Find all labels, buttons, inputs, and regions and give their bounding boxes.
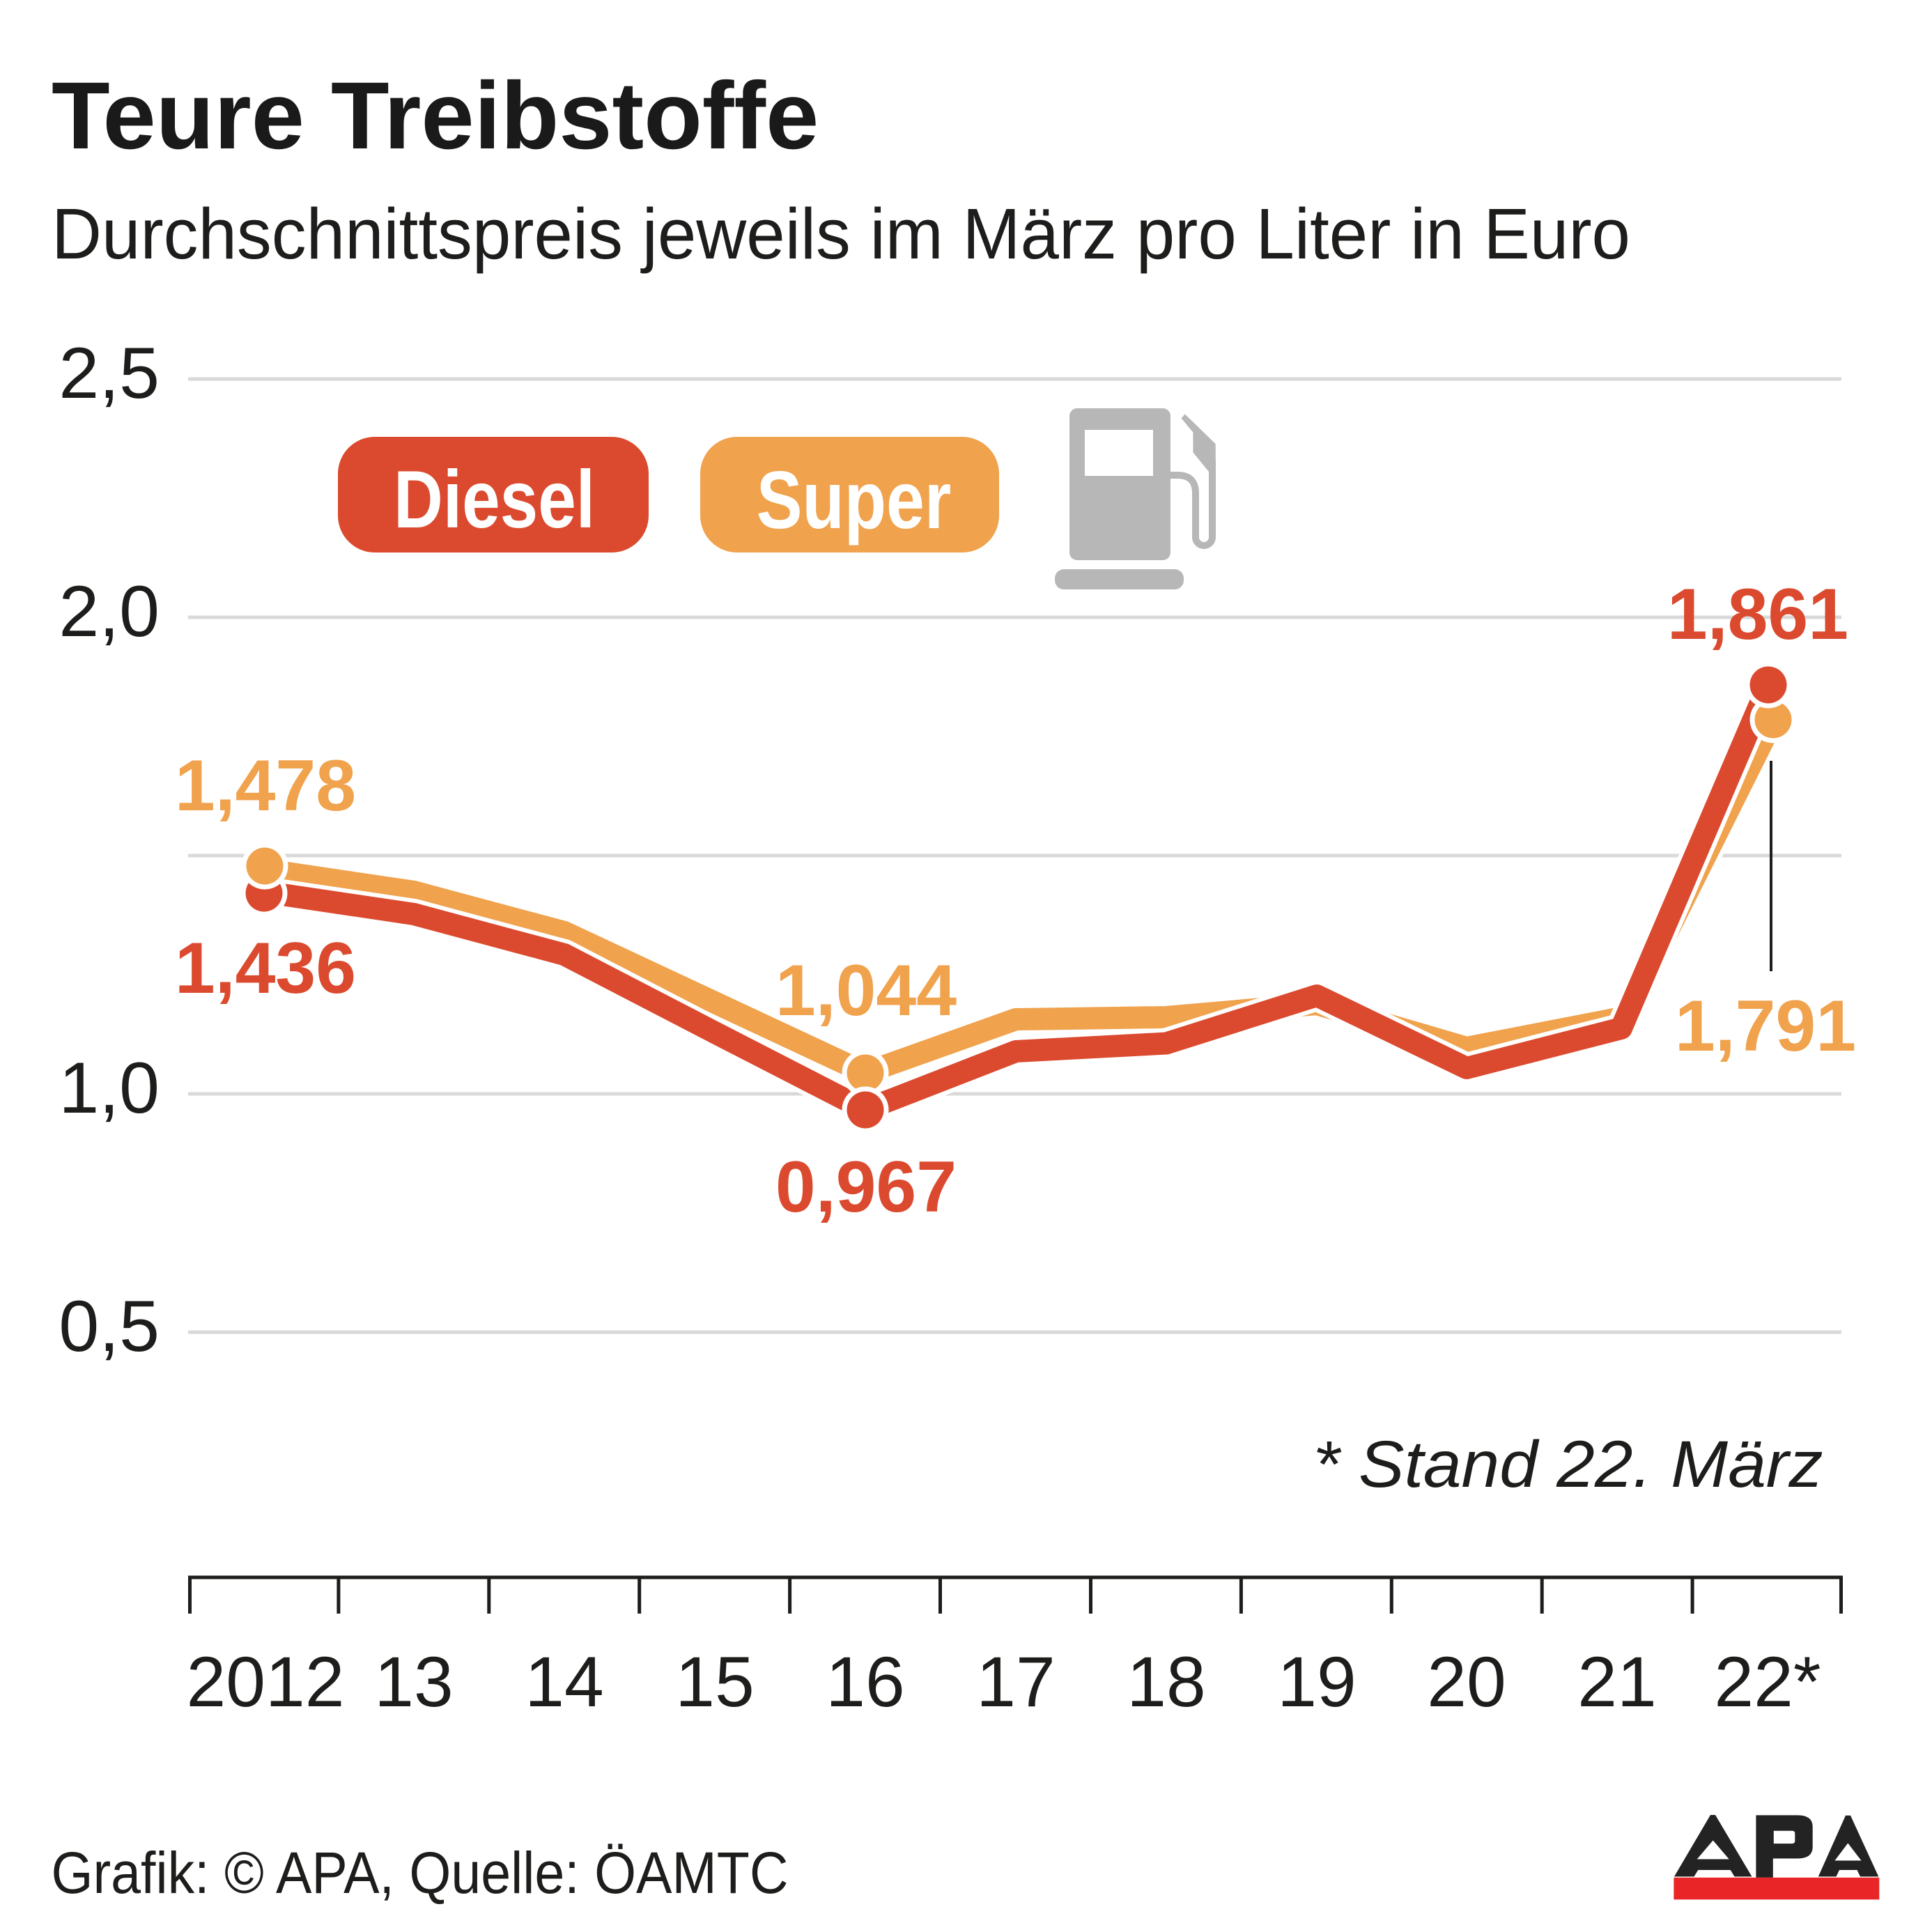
svg-text:Diesel: Diesel (394, 454, 595, 545)
svg-text:1,0: 1,0 (59, 1048, 160, 1129)
svg-text:0,967: 0,967 (775, 1147, 957, 1228)
svg-text:* Stand 22. März: * Stand 22. März (1313, 1428, 1823, 1501)
svg-text:1,436: 1,436 (175, 928, 356, 1009)
svg-text:20: 20 (1427, 1642, 1506, 1722)
svg-text:2,0: 2,0 (59, 571, 160, 652)
svg-text:1,478: 1,478 (175, 745, 356, 826)
svg-text:2,5: 2,5 (59, 333, 160, 414)
svg-text:15: 15 (675, 1642, 754, 1722)
svg-text:16: 16 (826, 1642, 904, 1722)
svg-text:19: 19 (1277, 1642, 1356, 1722)
svg-text:Teure Treibstoffe: Teure Treibstoffe (52, 63, 819, 169)
svg-text:Grafik: © APA, Quelle: ÖAMTC: Grafik: © APA, Quelle: ÖAMTC (52, 1840, 789, 1906)
svg-text:13: 13 (374, 1642, 453, 1722)
svg-text:18: 18 (1127, 1642, 1205, 1722)
svg-text:22*: 22* (1714, 1642, 1821, 1722)
svg-text:1,861: 1,861 (1667, 574, 1848, 655)
svg-text:0,5: 0,5 (59, 1286, 160, 1367)
svg-text:14: 14 (525, 1642, 603, 1722)
svg-text:17: 17 (976, 1642, 1055, 1722)
svg-text:21: 21 (1577, 1642, 1656, 1722)
svg-text:Durchschnittspreis jeweils im: Durchschnittspreis jeweils im März pro L… (52, 194, 1630, 274)
svg-text:2012: 2012 (187, 1642, 345, 1722)
svg-text:1,044: 1,044 (775, 950, 957, 1031)
svg-text:Super: Super (757, 454, 951, 546)
svg-text:1,791: 1,791 (1675, 986, 1856, 1067)
